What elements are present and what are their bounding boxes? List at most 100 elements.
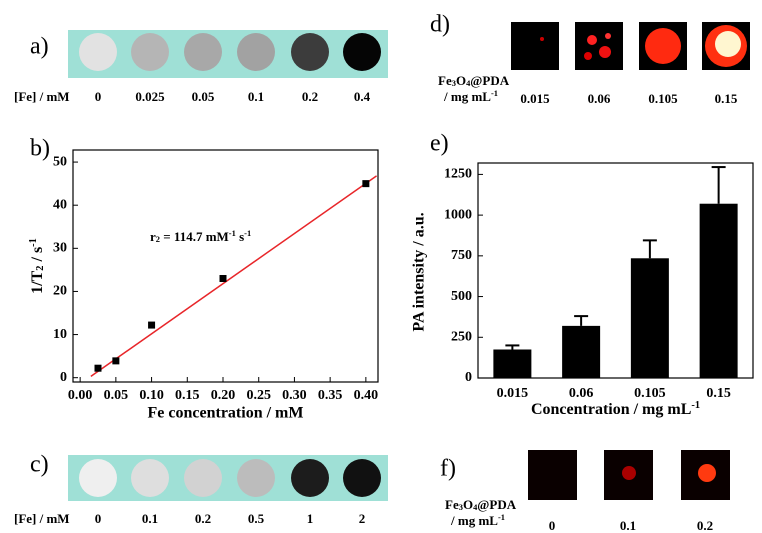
text-part: Concentration / mg mL [531,401,691,418]
text-part: -1 [691,400,700,411]
y-tick-label: 0 [60,370,67,385]
text-part: 3 [459,502,463,512]
image-strip-c [68,455,388,501]
row-value: 0.1 [142,511,158,526]
row-label: / mg mL-1 [443,88,498,104]
text-part: O [463,497,473,512]
row-label: [Fe] / mM [14,89,70,104]
row-value: 0.2 [697,518,713,533]
y-axis-title: PA intensity / a.u. [411,212,428,331]
row-label: / mg mL-1 [450,512,505,528]
x-tick-label: 0.15 [175,388,200,403]
bar [630,258,669,378]
row-value: 0.15 [715,91,738,106]
text-part: -1 [491,88,498,98]
panel-label: f) [440,456,456,482]
y-tick-label: 500 [451,289,472,304]
text-part: -1 [28,238,39,247]
row-label: Fe3O4@PDA [445,497,517,512]
row-value: 0 [95,89,102,104]
text-part: s [236,229,244,244]
y-axis-title: 1/T2 / s-1 [28,238,46,294]
x-tick-label: 0.05 [104,388,129,403]
panel-label: a) [30,34,49,60]
x-tick-label: 0.30 [282,388,307,403]
bar [562,325,601,378]
text-part: -1 [244,228,251,238]
row-value: 0.1 [620,518,636,533]
text-part: / s [29,247,46,266]
text-part: r [150,229,156,244]
panel-label: c) [30,452,49,478]
y-tick-label: 30 [53,241,67,256]
text-part: 3 [452,78,456,88]
x-tick-label: 0.35 [318,388,343,403]
row-value: 1 [307,511,314,526]
x-tick-label: 0.00 [68,388,93,403]
text-part: 2 [156,234,160,244]
panel-label: b) [30,136,50,162]
data-point [94,364,102,372]
text-part: -1 [229,228,236,238]
text-part: @PDA [477,497,516,512]
row-label: Fe3O4@PDA [438,73,510,88]
y-tick-label: 250 [451,329,472,344]
row-value: 0.2 [195,511,211,526]
x-axis-title: Concentration / mg mL-1 [531,400,700,418]
text-part: / mg mL [450,513,498,528]
row-value: 0.015 [520,91,550,106]
y-tick-label: 20 [53,284,67,299]
data-point [219,275,227,283]
pa-images-d [511,22,750,70]
y-tick-label: 10 [53,327,67,342]
x-tick-label: 0.15 [706,386,731,401]
y-tick-label: 40 [53,197,67,212]
text-part: @PDA [470,73,509,88]
image-strip-a [68,30,388,78]
fit-line [90,175,378,378]
text-part: = 114.7 mM [160,229,229,244]
bar [699,203,738,378]
pa-images-f [528,450,730,500]
text-part: 1/T [29,270,46,293]
y-tick-label: 0 [465,370,472,385]
row-value: 2 [359,511,366,526]
data-point [112,357,120,365]
text-part: 2 [35,266,46,271]
annotation: r2 = 114.7 mM-1 s-1 [150,228,251,244]
x-tick-label: 0.015 [497,386,529,401]
row-value: 0.1 [248,89,264,104]
row-value: 0.5 [248,511,265,526]
text-part: 4 [466,78,471,88]
panel-label: d) [430,12,450,38]
text-part: Fe [445,497,459,512]
data-point [362,180,370,188]
row-value: 0.06 [588,91,611,106]
x-tick-label: 0.40 [354,388,379,403]
text-part: 4 [473,502,478,512]
data-point [148,321,156,329]
x-axis-title: Fe concentration / mM [148,405,304,422]
panel-label: e) [430,131,449,157]
plot-frame [72,149,379,383]
x-tick-label: 0.105 [634,386,666,401]
row-label: [Fe] / mM [14,511,70,526]
row-value: 0.025 [135,89,165,104]
row-value: 0.05 [192,89,215,104]
x-tick-label: 0.25 [246,388,271,403]
row-value: 0 [95,511,102,526]
x-tick-label: 0.10 [139,388,164,403]
y-tick-label: 50 [53,154,67,169]
bar [493,349,532,378]
text-part: O [456,73,466,88]
text-part: / mg mL [443,89,491,104]
y-tick-label: 1000 [444,207,472,222]
plot-frame [477,162,754,379]
y-tick-label: 1250 [444,167,472,182]
row-value: 0.2 [302,89,318,104]
row-value: 0 [549,518,556,533]
x-tick-label: 0.06 [569,386,594,401]
text-part: -1 [498,512,505,522]
y-tick-label: 750 [451,248,472,263]
